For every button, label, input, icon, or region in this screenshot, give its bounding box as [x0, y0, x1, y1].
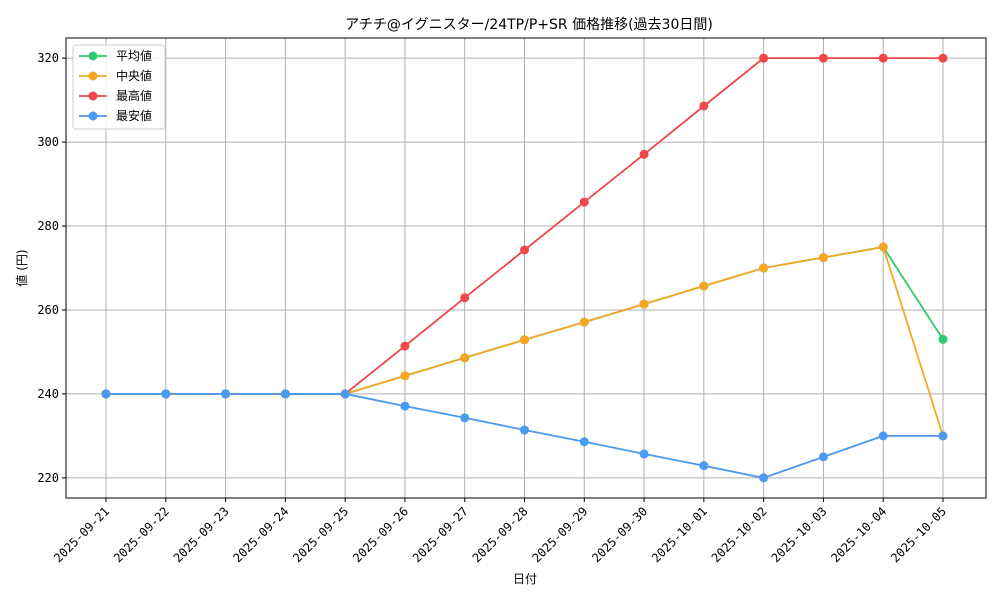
legend-marker — [88, 71, 98, 81]
data-point — [520, 245, 529, 255]
data-point — [579, 197, 589, 207]
data-point — [579, 437, 589, 447]
x-tick-label: 2025-10-05 — [888, 504, 949, 565]
legend-item: 平均値 — [79, 48, 152, 63]
data-point — [759, 53, 769, 63]
data-point — [400, 341, 410, 351]
data-point — [639, 449, 649, 459]
series-layer — [101, 53, 948, 483]
x-axis-title: 日付 — [513, 572, 537, 586]
data-point — [520, 335, 529, 345]
data-point — [818, 53, 828, 63]
y-tick-label: 260 — [37, 303, 59, 317]
data-point — [878, 431, 888, 441]
data-point — [878, 242, 888, 252]
legend-marker — [88, 91, 98, 101]
data-point — [460, 293, 470, 303]
data-point — [221, 389, 231, 399]
y-tick-label: 320 — [37, 51, 59, 65]
legend-item: 最安値 — [79, 108, 152, 123]
legend-label: 最高値 — [116, 88, 152, 103]
data-point — [938, 431, 948, 441]
plot-frame — [65, 37, 987, 499]
series-4 — [101, 389, 948, 483]
legend-label: 最安値 — [116, 108, 152, 123]
data-point — [938, 334, 948, 344]
legend-item: 最高値 — [79, 88, 152, 103]
axes: 2025-09-212025-09-222025-09-232025-09-24… — [37, 37, 987, 565]
legend-item: 中央値 — [79, 68, 152, 83]
x-tick-label: 2025-09-24 — [230, 504, 291, 565]
data-point — [579, 317, 589, 327]
data-point — [460, 413, 470, 423]
data-point — [520, 425, 529, 435]
x-tick-label: 2025-09-23 — [171, 504, 232, 565]
x-tick-label: 2025-09-22 — [111, 504, 172, 565]
x-tick-label: 2025-09-25 — [290, 504, 351, 565]
data-point — [101, 389, 111, 399]
data-point — [400, 371, 410, 381]
x-tick-label: 2025-10-01 — [649, 504, 710, 565]
data-point — [699, 101, 709, 111]
x-tick-label: 2025-10-03 — [769, 504, 830, 565]
y-tick-label: 280 — [37, 219, 59, 233]
chart-title: アチチ@イグニスター/24TP/P+SR 価格推移(過去30日間) — [345, 17, 713, 33]
data-point — [161, 389, 171, 399]
data-point — [280, 389, 290, 399]
x-tick-label: 2025-09-26 — [350, 504, 411, 565]
legend-label: 中央値 — [116, 68, 152, 83]
data-point — [699, 281, 709, 291]
data-point — [639, 149, 649, 159]
data-point — [699, 461, 709, 471]
data-point — [818, 253, 828, 263]
x-tick-label: 2025-09-29 — [529, 504, 590, 565]
data-point — [818, 452, 828, 462]
data-point — [460, 353, 470, 363]
data-point — [938, 53, 948, 63]
data-point — [400, 401, 410, 411]
x-tick-label: 2025-10-04 — [828, 504, 889, 565]
data-point — [878, 53, 888, 63]
y-tick-label: 300 — [37, 135, 59, 149]
x-tick-label: 2025-09-21 — [51, 504, 112, 565]
x-tick-label: 2025-09-30 — [589, 504, 650, 565]
legend-label: 平均値 — [116, 48, 152, 63]
y-tick-label: 240 — [37, 387, 59, 401]
data-point — [759, 473, 769, 483]
data-point — [340, 389, 350, 399]
legend-marker — [88, 51, 98, 61]
grid — [66, 38, 986, 498]
y-axis-title: 値 (円) — [14, 249, 29, 286]
x-tick-label: 2025-09-27 — [410, 504, 471, 565]
legend-marker — [88, 111, 98, 121]
data-point — [759, 263, 769, 273]
y-tick-label: 220 — [37, 471, 59, 485]
x-tick-label: 2025-10-02 — [709, 504, 770, 565]
x-tick-label: 2025-09-28 — [470, 504, 531, 565]
legend-box — [72, 44, 166, 130]
data-point — [639, 299, 649, 309]
